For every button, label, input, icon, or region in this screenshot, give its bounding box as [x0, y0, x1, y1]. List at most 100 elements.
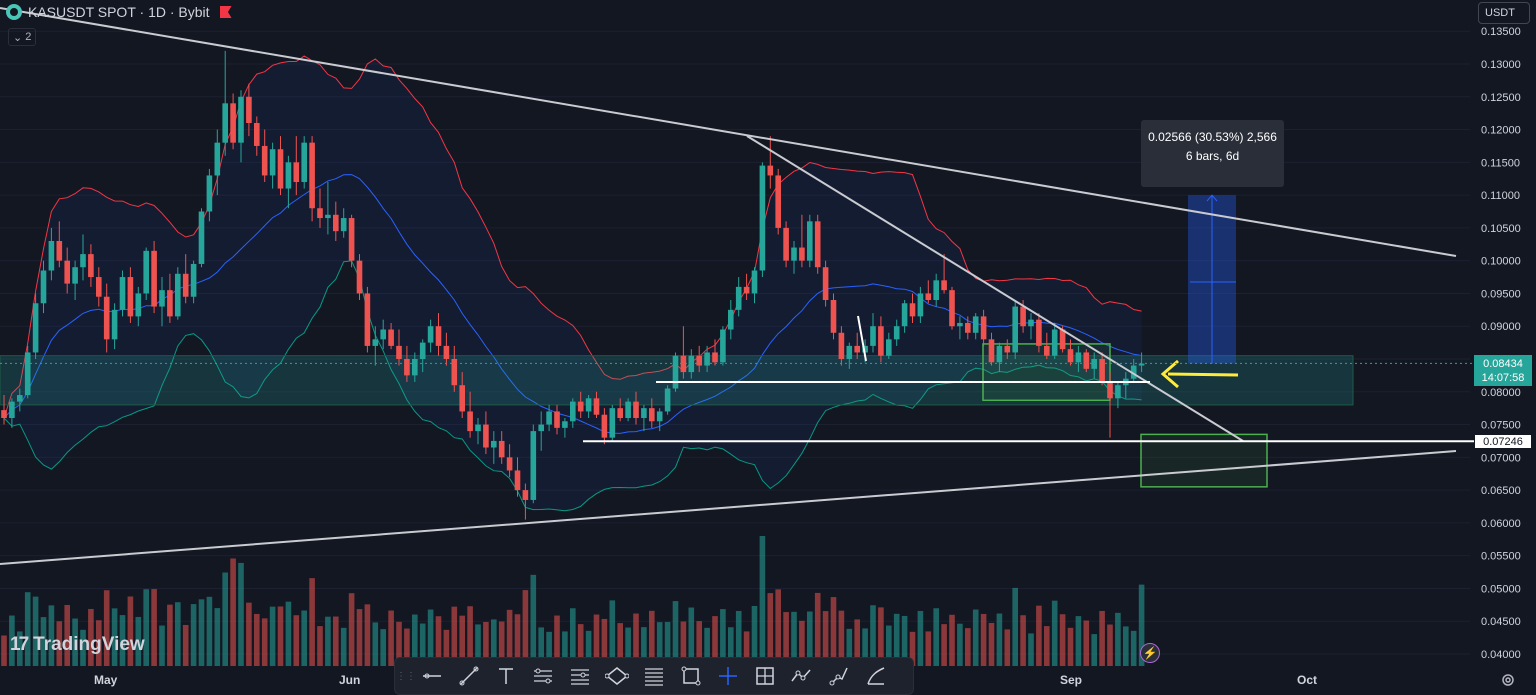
gann-icon[interactable] — [635, 661, 672, 691]
volume-bar — [704, 627, 710, 666]
volume-bar — [570, 608, 576, 666]
volume-bar — [530, 574, 537, 666]
measure-tooltip: 0.02566 (30.53%) 2,566 6 bars, 6d — [1141, 120, 1284, 187]
candle-body — [1099, 359, 1105, 382]
price-axis-label: 0.05000 — [1481, 583, 1521, 595]
rectangle-icon[interactable] — [672, 661, 709, 691]
candle-body — [1067, 349, 1074, 363]
volume-bar — [467, 606, 473, 666]
fib-icon[interactable] — [561, 661, 598, 691]
candle-body — [190, 263, 197, 297]
ascending-support-trendline — [0, 450, 1457, 565]
volume-bar — [696, 621, 702, 666]
volume-bar — [1, 635, 7, 666]
volume-bar — [562, 631, 568, 666]
volume-bar — [475, 624, 481, 666]
candle-body — [119, 277, 126, 310]
price-axis-label: 0.12000 — [1481, 125, 1521, 137]
candle-body — [9, 401, 15, 418]
measure-bars: 6 bars, 6d — [1185, 149, 1240, 163]
volume-bar — [269, 606, 276, 666]
volume-bar — [870, 605, 876, 666]
volume-bar — [783, 612, 789, 666]
candle-body — [427, 326, 434, 343]
candle-body — [56, 241, 63, 261]
candle-body — [1044, 345, 1050, 356]
symbol-title-text: KASUSDT SPOT · 1D · Bybit — [28, 4, 210, 20]
candle-body — [743, 286, 750, 294]
volume-bar — [656, 622, 663, 666]
crosshair-icon[interactable] — [709, 661, 746, 691]
candle-body — [562, 421, 568, 428]
candle-body — [1012, 306, 1018, 353]
bollinger-bands — [3, 55, 1142, 512]
drawing-toolbar: ⋮⋮ — [394, 657, 914, 695]
candle-body — [254, 123, 260, 146]
candle-body — [222, 103, 228, 143]
currency-button[interactable]: USDT — [1478, 2, 1530, 24]
price-axis-label: 0.04500 — [1481, 616, 1521, 628]
pattern-icon[interactable] — [598, 661, 635, 691]
brush-icon[interactable] — [820, 661, 857, 691]
candle-body — [246, 96, 252, 123]
candle-body — [1051, 329, 1058, 356]
volume-bar — [633, 613, 639, 666]
volume-bar — [103, 590, 110, 666]
horizontal-line-icon[interactable] — [413, 661, 450, 691]
volume-bar — [585, 630, 592, 666]
symbol-title[interactable]: KASUSDT SPOT · 1D · Bybit — [6, 4, 232, 20]
volume-bar — [554, 615, 560, 666]
volume-bar — [712, 616, 718, 666]
volume-bar — [538, 627, 544, 666]
time-label-may: May — [94, 673, 118, 687]
candle-body — [522, 490, 529, 500]
volume-bar — [1059, 614, 1066, 666]
price-axis-label: 0.05500 — [1481, 551, 1521, 563]
candle-body — [972, 316, 979, 333]
grip-icon[interactable]: ⋮⋮ — [396, 670, 416, 682]
candle-body — [435, 326, 442, 346]
volume-bar — [901, 615, 908, 666]
candle-body — [333, 214, 339, 232]
text-icon[interactable] — [487, 661, 524, 691]
candle-body — [1091, 359, 1097, 369]
zigzag-icon[interactable] — [783, 661, 820, 691]
candle-body — [483, 424, 489, 448]
candle-body — [672, 355, 679, 389]
candle-body — [143, 250, 149, 294]
ruler-icon[interactable] — [857, 661, 894, 691]
candle-body — [72, 267, 78, 284]
volume-bar — [246, 602, 252, 666]
candle-body — [949, 290, 955, 327]
volume-bar — [807, 611, 813, 666]
volume-bar — [214, 608, 221, 666]
volume-bar — [743, 631, 750, 666]
price-axis-label: 0.10000 — [1481, 256, 1521, 268]
gear-icon[interactable] — [1500, 672, 1516, 688]
candle-body — [491, 440, 497, 448]
volume-bar — [301, 610, 307, 666]
flag-icon[interactable] — [219, 6, 232, 18]
candle-body — [1130, 365, 1137, 379]
volume-bar — [333, 616, 339, 666]
indicator-collapse-button[interactable]: ⌄ 2 — [8, 28, 37, 46]
arrow-head-icon — [1160, 359, 1179, 389]
trend-line-icon[interactable] — [450, 661, 487, 691]
lightning-icon[interactable]: ⚡ — [1140, 643, 1160, 663]
candle-body — [570, 401, 576, 422]
parallel-channel-icon[interactable] — [524, 661, 561, 691]
volume-bar — [135, 616, 142, 666]
arrow-icon — [1167, 372, 1239, 377]
volume-bar — [372, 622, 379, 666]
candle-body — [419, 342, 426, 359]
measure-icon[interactable] — [746, 661, 783, 691]
candle-body — [372, 339, 379, 346]
volume-bar — [48, 605, 55, 666]
candle-body — [830, 300, 837, 333]
candle-body — [601, 414, 608, 438]
candle-body — [807, 221, 813, 261]
candle-body — [277, 149, 284, 189]
volume-bar — [649, 610, 655, 666]
candle-body — [396, 345, 402, 359]
